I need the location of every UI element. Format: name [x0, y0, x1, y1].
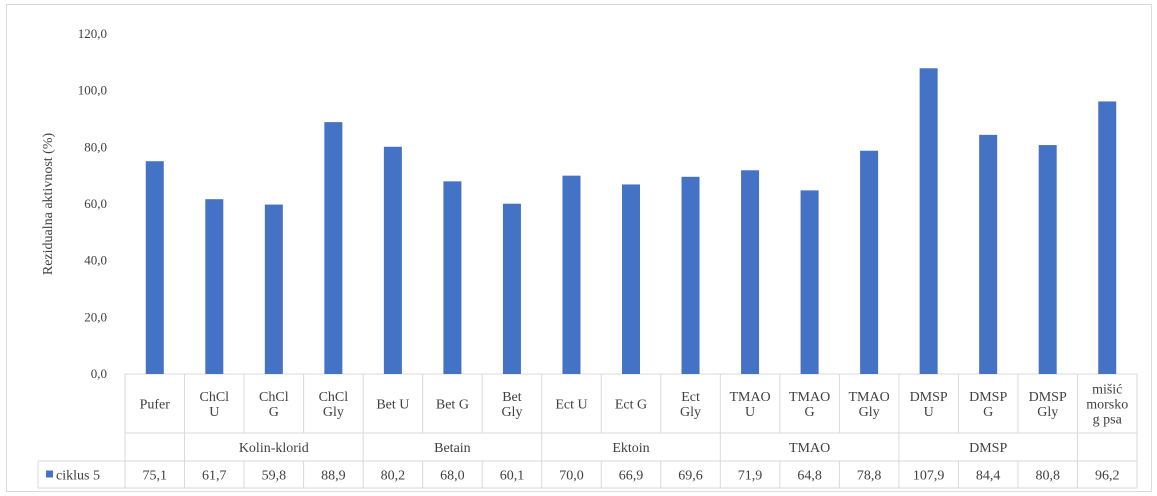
y-tick-label: 0,0	[91, 366, 107, 381]
category-label: ChCl	[200, 390, 230, 405]
data-table-value: 70,0	[559, 469, 584, 484]
bar	[502, 203, 521, 374]
category-label: Ect G	[615, 398, 647, 413]
category-label: G	[983, 405, 993, 420]
category-label: DMSP	[1029, 390, 1067, 405]
group-label: DMSP	[969, 441, 1007, 456]
bar	[383, 146, 402, 374]
y-tick-label: 100,0	[78, 83, 107, 98]
data-table-value: 96,2	[1095, 469, 1120, 484]
category-label: Gly	[680, 405, 701, 420]
data-table-value: 80,2	[381, 469, 406, 484]
group-label: Ektoin	[612, 441, 649, 456]
category-label: ChCl	[319, 390, 349, 405]
bar	[979, 134, 998, 374]
bar	[443, 181, 462, 374]
y-tick-label: 120,0	[78, 26, 107, 41]
group-label: Kolin-klorid	[239, 441, 309, 456]
data-table-value: 69,6	[678, 469, 703, 484]
category-label: mišić	[1092, 383, 1122, 398]
bar	[741, 170, 760, 374]
data-table-value: 88,9	[321, 469, 346, 484]
bar	[324, 122, 343, 374]
data-table-value: 66,9	[619, 469, 644, 484]
data-table-value: 75,1	[143, 469, 168, 484]
category-label: TMAO	[729, 390, 770, 405]
category-label: Gly	[501, 405, 522, 420]
bar	[681, 176, 700, 374]
category-label: DMSP	[969, 390, 1007, 405]
bar	[1038, 145, 1057, 374]
category-label: TMAO	[849, 390, 890, 405]
bar	[562, 175, 581, 374]
category-label: Bet	[502, 390, 522, 405]
y-axis-label: Rezidualna aktivnost (%)	[41, 133, 56, 276]
group-label: Betain	[434, 441, 471, 456]
category-label: U	[745, 405, 755, 420]
y-tick-label: 40,0	[84, 253, 107, 268]
category-label: Pufer	[140, 398, 171, 413]
y-tick-label: 60,0	[84, 196, 107, 211]
category-label: G	[805, 405, 815, 420]
category-label: Ect U	[555, 398, 587, 413]
bar	[860, 150, 879, 374]
bar	[264, 204, 283, 374]
data-table-value: 71,9	[738, 469, 763, 484]
legend-swatch	[46, 470, 53, 478]
category-label: Ect	[681, 390, 700, 405]
data-table-value: 68,0	[440, 469, 465, 484]
bar	[622, 184, 640, 374]
legend-label: ciklus 5	[56, 469, 100, 484]
bar	[145, 161, 164, 374]
y-tick-label: 80,0	[84, 139, 107, 154]
data-table-value: 60,1	[500, 469, 525, 484]
data-table-value: 80,8	[1035, 469, 1060, 484]
category-label: DMSP	[910, 390, 948, 405]
category-label: g psa	[1093, 413, 1123, 428]
data-table-value: 64,8	[797, 469, 822, 484]
data-table-value: 107,9	[913, 469, 945, 484]
category-label: Bet U	[376, 398, 409, 413]
category-label: Gly	[1037, 405, 1058, 420]
category-label: G	[269, 405, 279, 420]
category-label: Gly	[859, 405, 880, 420]
category-label: Gly	[323, 405, 344, 420]
bar	[800, 190, 819, 374]
data-table-value: 61,7	[202, 469, 227, 484]
y-tick-label: 20,0	[84, 309, 107, 324]
bar	[919, 68, 938, 375]
category-label: Bet G	[436, 398, 469, 413]
category-label: ChCl	[259, 390, 289, 405]
category-label: morsko	[1086, 398, 1128, 413]
category-label: U	[924, 405, 934, 420]
category-label: U	[209, 405, 219, 420]
data-table-value: 59,8	[262, 469, 287, 484]
group-label: TMAO	[789, 441, 830, 456]
bar	[205, 199, 224, 374]
bar	[1098, 101, 1117, 374]
data-table-value: 84,4	[976, 469, 1001, 484]
data-table-value: 78,8	[857, 469, 882, 484]
category-label: TMAO	[789, 390, 830, 405]
